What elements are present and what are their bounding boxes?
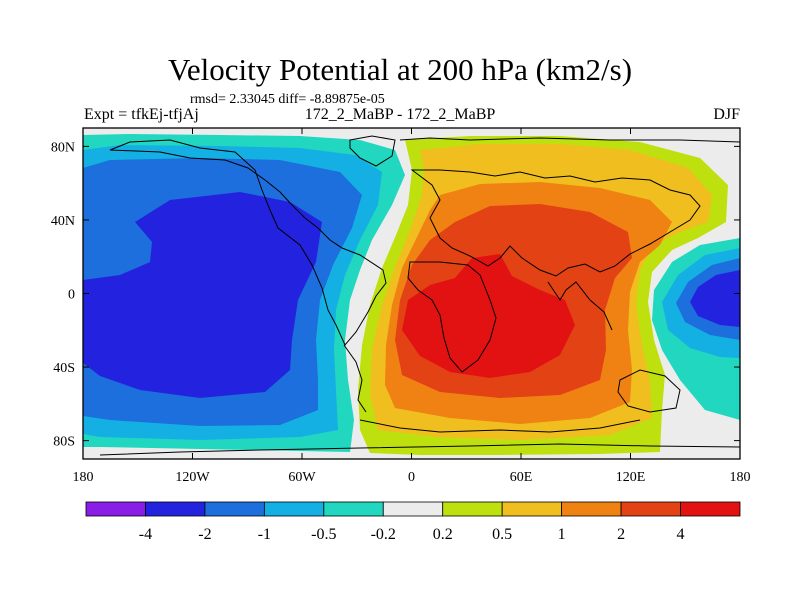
colorbar-box — [263, 501, 325, 517]
x-tick-label: 60E — [510, 470, 533, 485]
x-tick-label: 60W — [288, 470, 316, 485]
x-tick-label: 0 — [408, 470, 415, 485]
x-tick-label: 180 — [730, 470, 751, 485]
colorbar-box — [85, 501, 146, 517]
coastline-8 — [99, 443, 740, 456]
colorbar-box — [145, 501, 206, 517]
colorbar-box — [620, 501, 681, 517]
coastline-2 — [349, 135, 396, 167]
colorbar: -4 -2 -1 -0.5 -0.2 0.2 0.5 1 2 4 — [85, 501, 741, 543]
colorbar-label: -4 — [139, 526, 152, 543]
coastline-0 — [109, 139, 387, 346]
center-label: 172_2_MaBP - 172_2_MaBP — [304, 106, 496, 123]
coastline-6 — [547, 281, 613, 331]
colorbar-label: 2 — [617, 526, 625, 543]
colorbar-label: -0.5 — [311, 526, 336, 543]
y-tick-label: 40N — [51, 214, 75, 229]
x-tick-label: 120W — [175, 470, 210, 485]
coastline-3 — [399, 137, 740, 143]
colorbar-label: 0.2 — [433, 526, 453, 543]
y-tick-label: 80S — [53, 435, 75, 450]
x-tick-label: 180 — [73, 470, 94, 485]
coastlines — [99, 135, 740, 456]
y-tick-label: 0 — [68, 288, 75, 303]
colorbar-label: -2 — [198, 526, 211, 543]
coastline-1 — [343, 344, 367, 413]
colorbar-box — [204, 501, 265, 517]
colorbar-label: -1 — [258, 526, 271, 543]
x-tick-label: 120E — [616, 470, 646, 485]
experiment-label: Expt = tfkEj-tfjAj — [84, 106, 199, 123]
colorbar-label: 1 — [558, 526, 566, 543]
coastline-4 — [410, 169, 701, 277]
band-pos-4 — [402, 254, 575, 378]
colorbar-box — [680, 501, 741, 517]
plot-area — [83, 128, 740, 459]
colorbar-box — [323, 501, 384, 517]
colorbar-box — [442, 501, 503, 517]
colorbar-box — [561, 501, 622, 517]
band-neg-2 — [83, 192, 322, 398]
colorbar-label: 4 — [677, 526, 685, 543]
colorbar-box — [382, 501, 444, 517]
filled-contours — [83, 128, 740, 459]
colorbar-label: 0.5 — [492, 526, 512, 543]
colorbar-label: -0.2 — [371, 526, 396, 543]
coastline-5 — [407, 261, 497, 373]
coastline-9 — [359, 419, 641, 433]
band-wpac-neg-2 — [690, 270, 740, 327]
coastline-7 — [617, 369, 681, 413]
season-label: DJF — [713, 106, 740, 123]
y-tick-label: 40S — [53, 361, 75, 376]
stats-label: rmsd= 2.33045 diff= -8.89875e-05 — [190, 92, 385, 107]
colorbar-box — [501, 501, 563, 517]
chart-title: Velocity Potential at 200 hPa (km2/s) — [167, 52, 633, 87]
y-tick-label: 80N — [51, 140, 75, 155]
axes: 180 120W 60W 0 60E 120E 180 80N 40N 0 40S 80S — [51, 128, 751, 485]
